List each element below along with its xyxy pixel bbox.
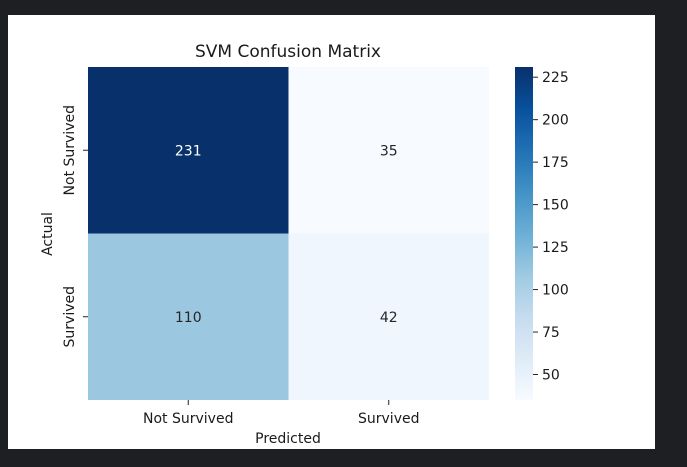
colorbar-tick-label: 175 — [542, 155, 569, 171]
colorbar-tick-label: 50 — [542, 368, 560, 384]
colorbar-tick-label: 125 — [542, 240, 569, 256]
heatmap-cell — [88, 233, 289, 400]
cell-value-label: 110 — [175, 310, 202, 326]
chart-title: SVM Confusion Matrix — [195, 42, 381, 62]
colorbar-tick-label: 225 — [542, 70, 569, 86]
colorbar-tick-label: 75 — [542, 325, 560, 341]
y-axis-ticks: Not Survived Survived — [62, 105, 88, 347]
colorbar-tick-label: 200 — [542, 113, 569, 129]
x-axis-label: Predicted — [255, 431, 321, 447]
heatmap-cell — [288, 233, 489, 400]
cell-value-label: 35 — [380, 143, 398, 159]
cell-value-label: 42 — [380, 310, 398, 326]
confusion-matrix-chart: SVM Confusion Matrix 231 35 110 42 Not Surv… — [40, 42, 569, 447]
colorbar — [515, 67, 533, 400]
x-axis-ticks: Not Survived Survived — [143, 400, 419, 427]
y-tick-label: Survived — [62, 286, 78, 347]
colorbar-tick-label: 150 — [542, 198, 569, 214]
y-axis-label: Actual — [40, 212, 56, 256]
chart-canvas: SVM Confusion Matrix 231 35 110 42 Not Surv… — [8, 15, 655, 449]
cell-value-label: 231 — [175, 143, 202, 159]
x-tick-label: Survived — [358, 411, 419, 427]
colorbar-tick-label: 100 — [542, 283, 569, 299]
colorbar-ticks: 50 75 100 125 150 175 200 225 — [533, 70, 569, 384]
heatmap-cells: 231 35 110 42 — [88, 67, 489, 400]
y-tick-label: Not Survived — [62, 105, 78, 195]
heatmap-cell — [288, 67, 489, 234]
heatmap-cell — [88, 67, 289, 234]
x-tick-label: Not Survived — [143, 411, 233, 427]
